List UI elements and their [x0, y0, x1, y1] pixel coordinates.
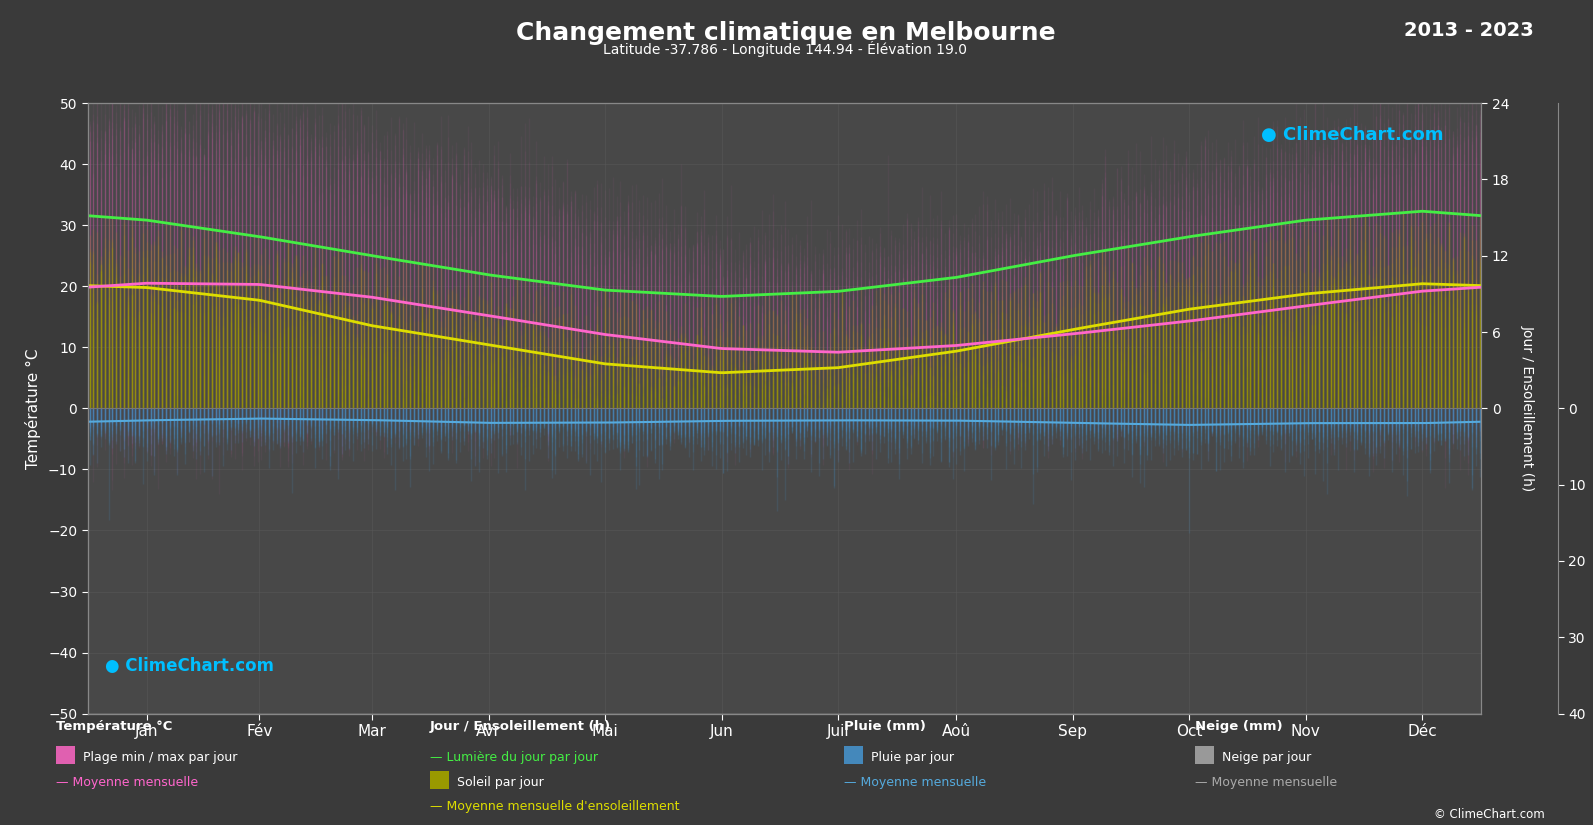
Text: Jour / Ensoleillement (h): Jour / Ensoleillement (h) — [430, 720, 612, 733]
Text: ● ClimeChart.com: ● ClimeChart.com — [105, 657, 274, 675]
Text: Température °C: Température °C — [56, 720, 172, 733]
Y-axis label: Jour / Ensoleillement (h): Jour / Ensoleillement (h) — [1521, 325, 1534, 492]
Text: Neige (mm): Neige (mm) — [1195, 720, 1282, 733]
Text: — Moyenne mensuelle: — Moyenne mensuelle — [1195, 776, 1337, 789]
Text: Neige par jour: Neige par jour — [1222, 751, 1311, 764]
Text: Pluie par jour: Pluie par jour — [871, 751, 954, 764]
Text: — Moyenne mensuelle d'ensoleillement: — Moyenne mensuelle d'ensoleillement — [430, 800, 680, 813]
Text: Latitude -37.786 - Longitude 144.94 - Élévation 19.0: Latitude -37.786 - Longitude 144.94 - Él… — [604, 41, 967, 57]
Text: Soleil par jour: Soleil par jour — [457, 776, 543, 789]
Text: ● ClimeChart.com: ● ClimeChart.com — [1260, 125, 1443, 144]
Text: Pluie (mm): Pluie (mm) — [844, 720, 926, 733]
Text: © ClimeChart.com: © ClimeChart.com — [1434, 808, 1545, 821]
Text: 2013 - 2023: 2013 - 2023 — [1405, 21, 1534, 40]
Text: Plage min / max par jour: Plage min / max par jour — [83, 751, 237, 764]
Text: — Lumière du jour par jour: — Lumière du jour par jour — [430, 751, 597, 764]
Text: — Moyenne mensuelle: — Moyenne mensuelle — [844, 776, 986, 789]
Y-axis label: Température °C: Température °C — [25, 348, 41, 469]
Text: Changement climatique en Melbourne: Changement climatique en Melbourne — [516, 21, 1055, 45]
Text: — Moyenne mensuelle: — Moyenne mensuelle — [56, 776, 198, 789]
